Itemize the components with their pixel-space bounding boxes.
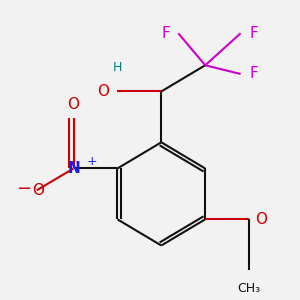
Text: CH₃: CH₃ (238, 282, 261, 295)
Text: F: F (249, 26, 258, 41)
Text: N: N (67, 161, 80, 176)
Text: F: F (249, 67, 258, 82)
Text: +: + (86, 155, 97, 168)
Text: O: O (255, 212, 267, 227)
Text: −: − (16, 180, 31, 198)
Text: O: O (32, 183, 44, 198)
Text: O: O (97, 84, 109, 99)
Text: H: H (113, 61, 122, 74)
Text: F: F (161, 26, 170, 41)
Text: O: O (68, 97, 80, 112)
